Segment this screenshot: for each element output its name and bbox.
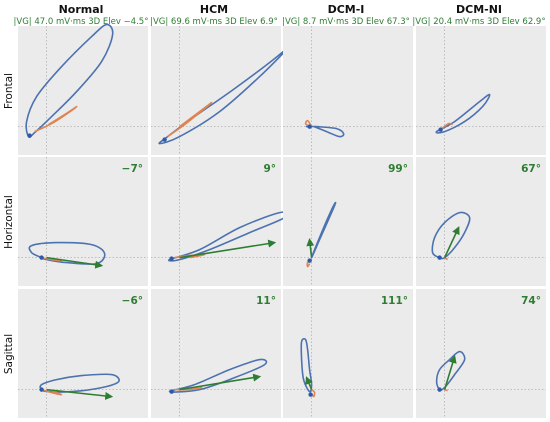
vg-vector-arrow-horizontal-normal [46, 256, 104, 269]
panel-bg-horizontal-normal [18, 157, 148, 286]
qrs-loop-horizontal-normal [28, 241, 106, 265]
column-headers: Normal |VG| 47.0 mV·ms 3D Elev −4.5° HCM… [14, 3, 546, 27]
vg-vector-arrow-horizontal-hcm [179, 239, 277, 259]
onset-point-frontal-dcm-ni [438, 127, 443, 132]
panel-grid: −7° 9° 99° 67° −6° 11° 111° 74° [18, 23, 546, 418]
panel-sagittal-normal: −6° [18, 289, 148, 418]
st-loop-frontal-hcm [167, 101, 213, 138]
qrs-loop-frontal-dcm-i [305, 125, 345, 138]
col-subtitle-dcm-i: |VG| 8.7 mV·ms 3D Elev 67.3° [282, 17, 410, 27]
panel-sagittal-dcm-i: 111° [283, 289, 413, 418]
st-loop-sagittal-normal [41, 388, 63, 396]
panel-bg-horizontal-hcm [151, 157, 281, 286]
angle-label-sagittal-hcm: 11° [256, 295, 276, 307]
onset-point-horizontal-dcm-i [307, 258, 312, 263]
col-title-hcm: HCM [200, 3, 228, 16]
row-labels: Frontal Horizontal Sagittal [3, 73, 15, 374]
panel-bg-frontal-dcm-ni [416, 26, 546, 155]
panel-bg-sagittal-dcm-ni [416, 289, 546, 418]
qrs-loop-frontal-dcm-ni [435, 93, 491, 134]
onset-point-sagittal-normal [39, 387, 44, 392]
qrs-loop-frontal-normal [25, 23, 114, 139]
panel-bg-horizontal-dcm-ni [416, 157, 546, 286]
angle-label-sagittal-normal: −6° [122, 295, 143, 307]
col-title-normal: Normal [59, 3, 104, 16]
col-subtitle-normal: |VG| 47.0 mV·ms 3D Elev −4.5° [14, 17, 149, 27]
onset-point-frontal-hcm [162, 137, 167, 142]
panel-frontal-dcm-i [283, 26, 413, 155]
vg-vector-arrow-sagittal-dcm-ni [443, 355, 457, 390]
qrs-loop-sagittal-hcm [168, 358, 268, 393]
st-loop-horizontal-dcm-ni [444, 256, 449, 261]
vg-vector-arrow-sagittal-normal [46, 388, 114, 400]
panel-bg-sagittal-dcm-i [283, 289, 413, 418]
qrs-loop-horizontal-dcm-i [310, 201, 337, 259]
vg-vector-arrow-horizontal-dcm-ni [443, 226, 460, 258]
panel-horizontal-hcm: 9° [151, 157, 288, 286]
angle-label-horizontal-normal: −7° [122, 163, 143, 175]
onset-point-sagittal-hcm [169, 389, 174, 394]
angle-label-horizontal-hcm: 9° [263, 163, 276, 175]
col-title-dcm-i: DCM-I [328, 3, 365, 16]
panel-bg-frontal-normal [18, 26, 148, 155]
qrs-loop-sagittal-normal [39, 373, 120, 393]
onset-point-sagittal-dcm-i [308, 392, 313, 397]
onset-point-horizontal-normal [39, 255, 44, 260]
onset-point-sagittal-dcm-ni [437, 387, 442, 392]
panel-frontal-normal [18, 23, 148, 155]
panel-bg-frontal-dcm-i [283, 26, 413, 155]
row-label-sagittal: Sagittal [3, 334, 15, 374]
panel-bg-frontal-hcm [151, 26, 281, 155]
st-loop-frontal-dcm-i [304, 119, 312, 128]
panel-horizontal-dcm-i: 99° [283, 157, 413, 286]
panel-bg-sagittal-normal [18, 289, 148, 418]
panel-frontal-dcm-ni [416, 26, 546, 155]
panel-horizontal-normal: −7° [18, 157, 148, 286]
panel-sagittal-hcm: 11° [151, 289, 281, 418]
qrs-loop-sagittal-dcm-ni [435, 350, 466, 391]
vg-vector-arrow-sagittal-hcm [179, 373, 262, 391]
onset-point-horizontal-hcm [169, 256, 174, 261]
onset-point-frontal-normal [27, 133, 32, 138]
onset-point-frontal-dcm-i [307, 124, 312, 129]
angle-label-sagittal-dcm-ni: 74° [521, 295, 541, 307]
row-label-frontal: Frontal [3, 73, 15, 109]
angle-label-horizontal-dcm-i: 99° [388, 163, 408, 175]
panel-horizontal-dcm-ni: 67° [416, 157, 546, 286]
col-subtitle-dcm-ni: |VG| 20.4 mV·ms 3D Elev 62.9° [412, 17, 545, 27]
col-subtitle-hcm: |VG| 69.6 mV·ms 3D Elev 6.9° [150, 17, 278, 27]
col-title-dcm-ni: DCM-NI [456, 3, 502, 16]
panel-bg-sagittal-hcm [151, 289, 281, 418]
qrs-loop-horizontal-dcm-ni [431, 211, 471, 260]
onset-point-horizontal-dcm-ni [437, 255, 442, 260]
angle-label-horizontal-dcm-ni: 67° [521, 163, 541, 175]
vg-vector-arrow-horizontal-dcm-i [306, 238, 315, 258]
panel-frontal-hcm [151, 26, 297, 155]
panel-sagittal-dcm-ni: 74° [416, 289, 546, 418]
angle-label-sagittal-dcm-i: 111° [381, 295, 408, 307]
row-label-horizontal: Horizontal [3, 195, 15, 249]
vg-vector-arrow-sagittal-dcm-i [305, 376, 313, 390]
panel-bg-horizontal-dcm-i [283, 157, 413, 286]
st-loop-frontal-normal [34, 105, 78, 133]
st-loop-frontal-dcm-ni [441, 122, 453, 130]
